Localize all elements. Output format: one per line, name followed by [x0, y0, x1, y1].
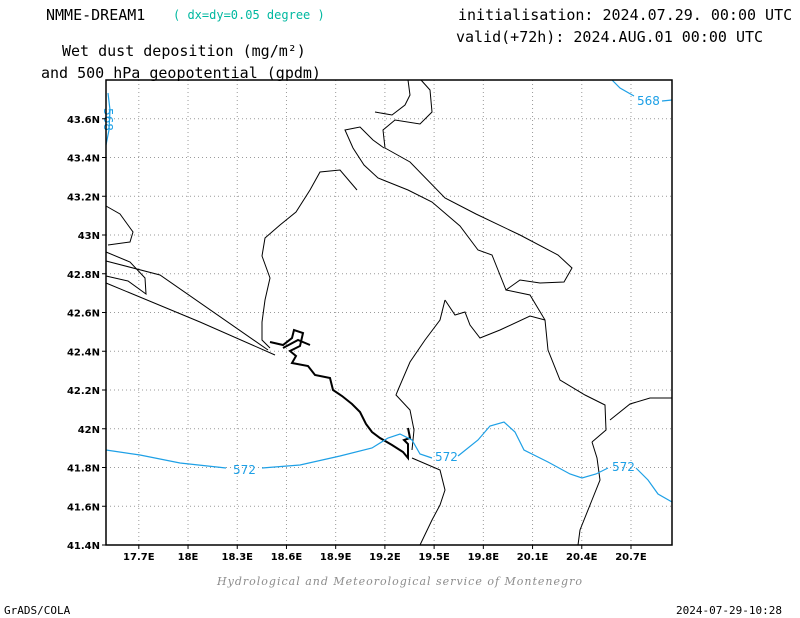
border-line	[105, 260, 269, 351]
contour-568-right-end	[661, 99, 673, 102]
longitude-axis: 17.7E 18E 18.3E 18.6E 18.9E 19.2E 19.5E 19.8E 20…	[123, 545, 647, 563]
contour-568-left	[105, 92, 111, 146]
border-line	[609, 397, 672, 421]
border-line	[505, 289, 607, 443]
border-line	[344, 79, 573, 291]
contour-label: 572	[435, 450, 458, 464]
map-title-line1: Wet dust deposition (mg/m²)	[62, 42, 306, 60]
x-tick-label: 18E	[178, 552, 199, 563]
software-label: GrADS/COLA	[4, 604, 71, 617]
coastline	[269, 328, 412, 461]
border-line	[105, 205, 134, 246]
border-line	[261, 169, 358, 349]
border-line	[444, 299, 546, 339]
x-tick-label: 18.9E	[320, 552, 352, 563]
y-tick-label: 42.6N	[67, 309, 100, 320]
border-line	[411, 457, 446, 546]
x-tick-label: 20.7E	[615, 552, 647, 563]
y-tick-label: 43.2N	[67, 192, 100, 203]
x-tick-label: 19.8E	[468, 552, 500, 563]
model-name: NMME-DREAM1	[46, 6, 146, 24]
geopotential-contours	[105, 79, 673, 503]
x-tick-label: 19.5E	[418, 552, 450, 563]
y-tick-label: 42N	[78, 425, 100, 436]
y-tick-label: 43N	[78, 231, 100, 242]
y-tick-label: 42.8N	[67, 270, 100, 281]
contour-572-main	[105, 421, 609, 479]
valid-time: valid(+72h): 2024.AUG.01 00:00 UTC	[456, 28, 764, 46]
contour-labels: 568 572 572 572 568	[101, 94, 660, 477]
border-line	[105, 282, 276, 356]
contour-label: 572	[612, 460, 635, 474]
graticule	[106, 80, 672, 545]
map-title-line2: and 500 hPa geopotential (gpdm)	[41, 64, 321, 82]
contour-572-right	[635, 467, 673, 503]
latitude-axis: 41.4N 41.6N 41.8N 42N 42.2N 42.4N 42.6N 42.8N 43…	[67, 115, 106, 552]
generation-timestamp: 2024-07-29-10:28	[676, 604, 782, 617]
x-tick-label: 18.6E	[271, 552, 303, 563]
y-tick-label: 41.4N	[67, 541, 100, 552]
contour-568-right	[611, 79, 635, 97]
borders	[105, 79, 672, 546]
y-tick-label: 41.8N	[67, 464, 100, 475]
border-line	[577, 441, 601, 546]
contour-label: 568	[637, 94, 660, 108]
y-tick-label: 41.6N	[67, 502, 100, 513]
x-tick-label: 20.4E	[566, 552, 598, 563]
credit-text: Hydrological and Meteorological service …	[217, 575, 583, 588]
border-line	[374, 79, 411, 116]
y-tick-label: 42.4N	[67, 347, 100, 358]
x-tick-label: 20.1E	[517, 552, 549, 563]
y-tick-label: 43.6N	[67, 115, 100, 126]
x-tick-label: 18.3E	[221, 552, 253, 563]
y-tick-label: 43.4N	[67, 154, 100, 165]
x-tick-label: 17.7E	[123, 552, 155, 563]
border-line	[105, 251, 147, 296]
border-line	[395, 299, 446, 451]
contour-label: 568	[101, 108, 115, 131]
x-tick-label: 19.2E	[369, 552, 401, 563]
model-resolution: ( dx=dy=0.05 degree )	[173, 8, 325, 22]
contour-label: 572	[233, 463, 256, 477]
initialisation-time: initialisation: 2024.07.29. 00:00 UTC	[458, 6, 793, 24]
y-tick-label: 42.2N	[67, 386, 100, 397]
